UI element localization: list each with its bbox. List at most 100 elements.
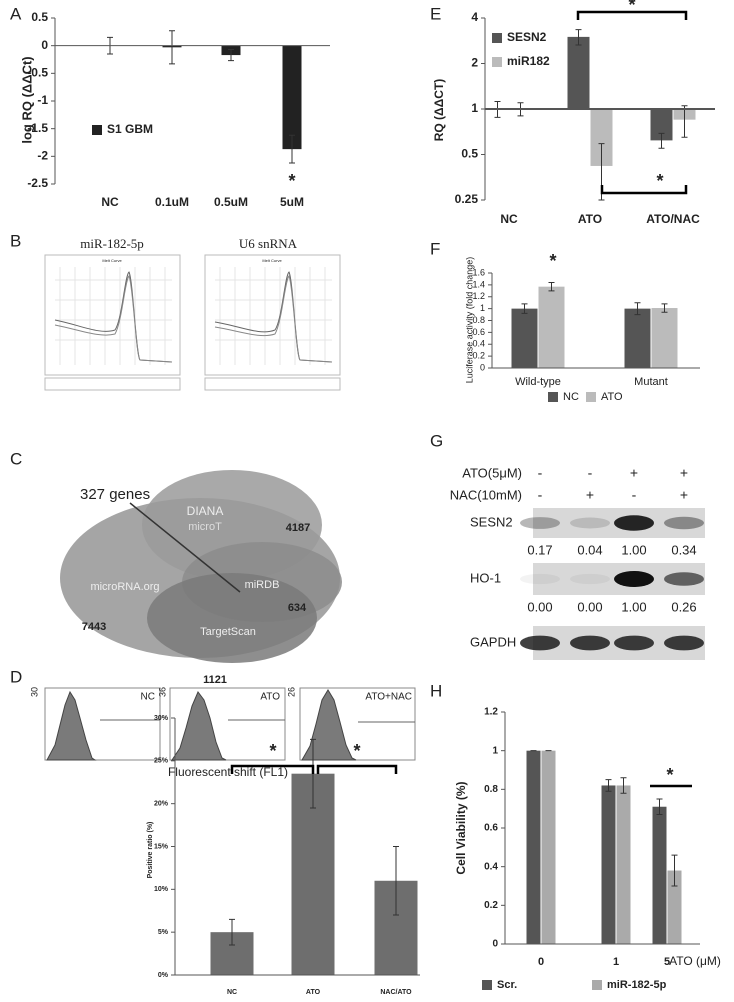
melt-plot: Melt Curve <box>204 254 341 391</box>
blot-band <box>664 516 704 530</box>
panel-letter: A <box>10 4 22 23</box>
plot-title: U6 snRNA <box>239 236 298 251</box>
y-tick-label: 1.4 <box>472 279 485 289</box>
y-tick-label: 0.4 <box>472 339 485 349</box>
error-bar <box>620 777 627 794</box>
y-tick-label: 30% <box>154 715 169 722</box>
x-tick-label: 5 <box>664 956 670 968</box>
x-tick-label: 5uM <box>280 195 304 209</box>
annotation: * <box>353 741 360 761</box>
x-tick-label: 0.1uM <box>155 195 189 209</box>
x-tick-label: NAC/ATO <box>380 989 412 996</box>
venn-count: 634 <box>288 602 307 614</box>
blot-band <box>570 635 610 651</box>
venn-label: DIANA <box>187 504 224 518</box>
bar <box>667 870 682 944</box>
condition-sign: - <box>588 465 593 481</box>
y-max-label: 36 <box>157 687 167 697</box>
condition-label: NAC(10mM) <box>450 487 522 502</box>
y-tick-label: 1.2 <box>484 707 498 718</box>
bar <box>616 785 631 944</box>
y-tick-label: 1.2 <box>472 291 485 301</box>
y-tick-label: 1 <box>492 745 498 756</box>
band-quantification: 0.04 <box>577 542 602 557</box>
error-bar <box>634 302 641 316</box>
x-tick-label: ATO <box>578 212 602 226</box>
panel-letter: H <box>430 681 442 700</box>
legend-swatch <box>548 392 558 402</box>
legend-swatch <box>492 33 502 43</box>
y-tick-label: 0.5 <box>31 10 48 24</box>
condition-sign: + <box>630 465 638 481</box>
y-tick-label: 20% <box>154 801 169 808</box>
y-axis-label: Luciferase activity (fold change) <box>464 257 474 384</box>
bar <box>624 308 651 368</box>
error-bar <box>661 303 668 313</box>
legend-swatch <box>586 392 596 402</box>
bar <box>651 308 678 368</box>
panel-letter: G <box>430 431 443 450</box>
y-tick-label: 0 <box>41 38 48 52</box>
error-bar <box>521 303 528 314</box>
x-tick-label: NC <box>500 212 518 226</box>
band-label: GAPDH <box>470 634 516 649</box>
error-bar <box>548 282 555 292</box>
annotation: * <box>269 741 276 761</box>
condition-sign: + <box>586 487 594 503</box>
chart-title: Melt Curve <box>262 258 282 263</box>
legend-label: miR-182-5p <box>607 979 667 991</box>
band-quantification: 1.00 <box>621 542 646 557</box>
y-tick-label: 0.8 <box>484 784 498 795</box>
y-tick-label: -2 <box>37 149 48 163</box>
histogram-label: ATO <box>260 692 280 703</box>
error-bar <box>671 854 678 887</box>
venn-count: 4187 <box>286 522 310 534</box>
error-bar <box>605 779 612 792</box>
legend-swatch <box>492 57 502 67</box>
bar <box>590 109 613 166</box>
band-quantification: 0.26 <box>671 599 696 614</box>
venn-count: 7443 <box>82 621 106 633</box>
blot-band <box>520 573 560 585</box>
annotation: * <box>549 251 556 271</box>
error-bar <box>575 29 582 46</box>
x-tick-label: Wild-type <box>515 376 561 388</box>
bar <box>650 109 673 141</box>
y-axis-label: Positive ratio (%) <box>147 822 154 879</box>
y-tick-label: 0.8 <box>472 315 485 325</box>
x-axis-label: Fluorescent shift (FL1) <box>168 765 288 779</box>
panel-letter: D <box>10 667 22 686</box>
chart-title: Melt Curve <box>102 258 122 263</box>
y-tick-label: 25% <box>154 758 169 765</box>
significance-bracket <box>316 764 398 774</box>
y-tick-label: 0.6 <box>484 823 498 834</box>
y-tick-label: 0.25 <box>455 192 479 206</box>
y-tick-label: 15% <box>154 843 169 850</box>
y-tick-label: 5% <box>158 929 169 936</box>
blot-band <box>614 571 654 587</box>
y-tick-label: 2 <box>471 56 478 70</box>
condition-label: ATO(5μM) <box>462 465 522 480</box>
annotation: * <box>288 171 295 191</box>
y-tick-label: -1.5 <box>27 121 48 135</box>
band-quantification: 0.34 <box>671 542 696 557</box>
condition-sign: - <box>538 465 543 481</box>
x-tick-label: 0.5uM <box>214 195 248 209</box>
y-tick-label: 10% <box>154 886 169 893</box>
x-tick-label: 0 <box>538 956 544 968</box>
melt-plot: Melt Curve <box>44 254 181 391</box>
y-tick-label: 1.6 <box>472 267 485 277</box>
legend-label: Scr. <box>497 979 517 991</box>
y-tick-label: 0.2 <box>472 351 485 361</box>
y-tick-label: 1 <box>480 303 485 313</box>
bar <box>567 36 590 110</box>
y-tick-label: 0.6 <box>472 327 485 337</box>
blot-band <box>614 515 654 531</box>
bar <box>538 286 565 368</box>
histogram-label: ATO+NAC <box>365 692 412 703</box>
band-quantification: 0.17 <box>527 542 552 557</box>
error-bar <box>681 105 688 138</box>
bar <box>526 750 541 944</box>
x-tick-label: NC <box>101 195 119 209</box>
